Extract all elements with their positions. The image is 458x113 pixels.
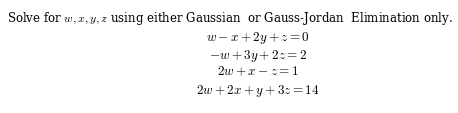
Text: $-w + 3y + 2z =2$: $-w + 3y + 2z =2$ <box>209 48 307 63</box>
Text: $2w + 2x + y + 3z = 14$: $2w + 2x + y + 3z = 14$ <box>196 82 320 98</box>
Text: $2w + x - z = 1$: $2w + x - z = 1$ <box>217 64 299 78</box>
Text: Solve for $w, x, y, z$ using either Gaussian  or Gauss-Jordan  Elimination only.: Solve for $w, x, y, z$ using either Gaus… <box>7 10 453 27</box>
Text: $w - x + 2y + z =0$: $w - x + 2y + z =0$ <box>206 30 310 46</box>
